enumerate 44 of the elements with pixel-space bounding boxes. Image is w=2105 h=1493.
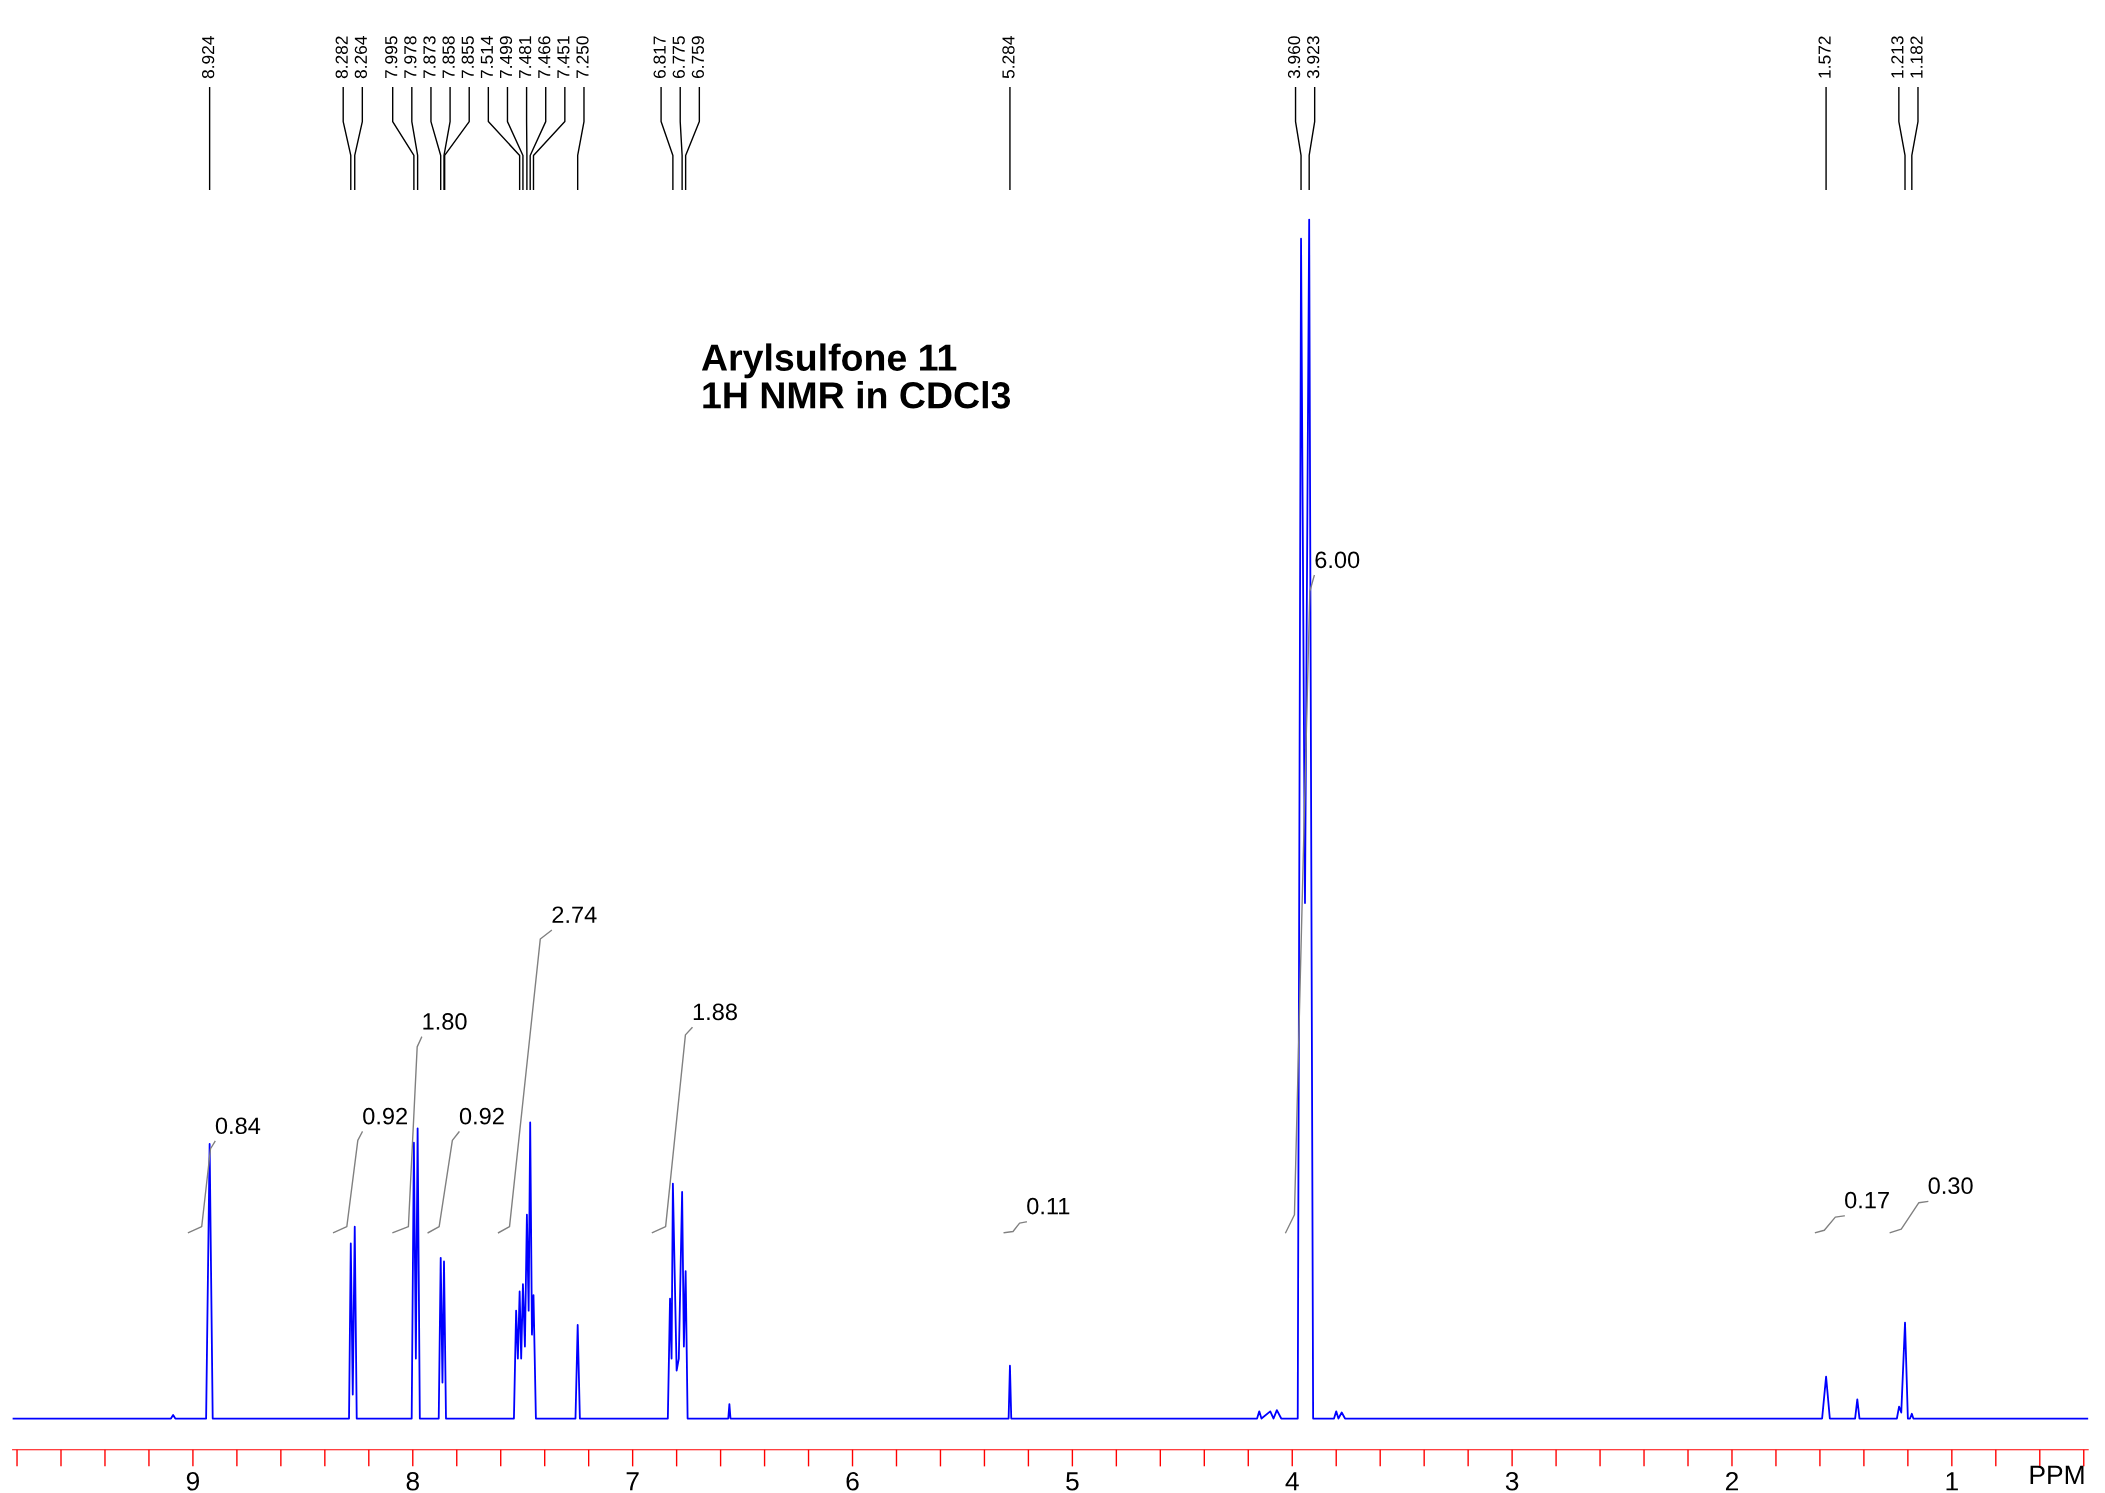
annotation: 2.74	[552, 906, 597, 923]
annotation: 7.858	[442, 36, 455, 79]
annotation: 5.284	[1002, 36, 1015, 79]
annotation: 1.80	[423, 1013, 467, 1030]
annotation: 0.92	[363, 1107, 407, 1125]
annotation: 7.995	[385, 36, 398, 79]
annotation: 0.84	[215, 1117, 261, 1135]
x-tick-label: 8	[406, 1471, 419, 1491]
x-axis-title: PPM	[2030, 1465, 2084, 1484]
x-tick-label: 4	[1285, 1472, 1299, 1491]
annotation: 7.855	[461, 36, 474, 79]
annotation: 6.00	[1315, 551, 1360, 569]
x-tick-label: 6	[846, 1471, 859, 1491]
x-tick-label: 5	[1066, 1472, 1079, 1491]
annotation: 7.499	[499, 36, 513, 79]
annotation: 8.924	[202, 36, 215, 79]
annotation: 3.923	[1307, 36, 1320, 79]
annotation: 1.572	[1818, 36, 1831, 78]
annotation: 0.92	[459, 1107, 504, 1125]
text: Arylsulfone 11 1H NMR in CDCl3	[701, 343, 1011, 409]
annotation: 8.264	[354, 36, 367, 79]
x-tick-label: 2	[1725, 1471, 1738, 1491]
annotation: 6.759	[691, 36, 704, 79]
annotation: 0.11	[1027, 1197, 1070, 1215]
annotation: 7.873	[423, 36, 436, 79]
x-tick-label: 3	[1505, 1471, 1519, 1491]
x-tick-label: 1	[1946, 1472, 1958, 1491]
annotation: 7.514	[480, 36, 493, 79]
annotation: 7.466	[538, 36, 551, 79]
annotation: 0.30	[1928, 1177, 1973, 1195]
annotation: 6.775	[672, 36, 685, 79]
x-tick-label: 9	[186, 1471, 200, 1491]
annotation: 1.182	[1910, 36, 1923, 78]
annotation: 7.978	[404, 36, 417, 79]
annotation: 6.817	[653, 36, 666, 79]
annotation: 7.250	[576, 36, 589, 79]
annotation: 0.17	[1845, 1191, 1889, 1209]
annotation: 1.88	[693, 1003, 737, 1021]
annotation: 1.213	[1891, 36, 1904, 78]
annotation: 8.282	[335, 36, 348, 79]
annotation: 3.960	[1287, 36, 1301, 79]
annotation: 7.451	[557, 36, 570, 79]
x-tick-label: 7	[626, 1472, 639, 1491]
annotation: 7.481	[518, 36, 532, 79]
